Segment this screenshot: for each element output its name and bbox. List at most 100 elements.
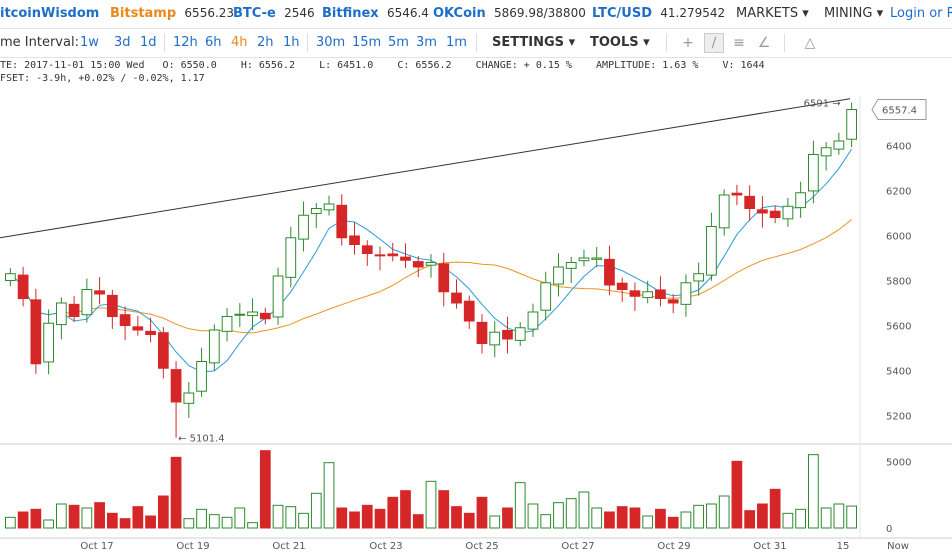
ticker-name: LTC/USD bbox=[592, 6, 652, 21]
candle-body bbox=[30, 299, 42, 365]
candle-body bbox=[693, 273, 705, 282]
candle-body bbox=[769, 210, 781, 218]
volume-bar bbox=[769, 488, 781, 529]
ticker-bitfinex[interactable]: Bitfinex 6546.4 bbox=[322, 6, 429, 21]
candle-body bbox=[502, 329, 513, 340]
y-tick-label: 5400 bbox=[886, 367, 911, 378]
candle-body bbox=[221, 316, 233, 332]
ticker-name: Bitstamp bbox=[110, 6, 177, 21]
mining-label: MINING bbox=[824, 6, 873, 21]
trendline-icon[interactable]: ∕ bbox=[704, 33, 724, 53]
x-tick-label: Oct 23 bbox=[369, 541, 402, 552]
interval-3m[interactable]: 3m bbox=[416, 35, 437, 50]
alert-bell-icon[interactable]: △ bbox=[804, 35, 816, 51]
candle-body bbox=[667, 299, 679, 304]
ticker-ltcusd[interactable]: LTC/USD 41.279542 bbox=[592, 6, 725, 21]
candle-body bbox=[323, 203, 335, 211]
candle-body bbox=[706, 226, 717, 276]
volume-bar bbox=[565, 498, 577, 529]
markets-label: MARKETS bbox=[736, 6, 799, 21]
volume-bar bbox=[247, 522, 258, 529]
volume-bar bbox=[5, 516, 16, 529]
interval-1w[interactable]: 1w bbox=[80, 35, 99, 50]
candle-body bbox=[106, 294, 118, 318]
volume-bar bbox=[234, 507, 246, 529]
volume-bar bbox=[808, 454, 819, 529]
candle-body bbox=[81, 289, 93, 316]
candle-body bbox=[183, 392, 195, 404]
interval-1m[interactable]: 1m bbox=[446, 35, 467, 50]
volume-bar bbox=[43, 519, 54, 529]
interval-6h[interactable]: 6h bbox=[205, 35, 222, 50]
axes: 6400 6200 6000 5800 5600 5400 5200 Oct 17 Oct 19… bbox=[80, 99, 927, 552]
interval-12h[interactable]: 12h bbox=[173, 35, 198, 50]
trendline bbox=[0, 98, 851, 239]
candle-body bbox=[451, 292, 462, 304]
interval-3d[interactable]: 3d bbox=[114, 35, 131, 50]
login-link[interactable]: Login or Re bbox=[890, 6, 952, 21]
horizontal-lines-icon[interactable]: ≡ bbox=[733, 35, 745, 51]
volume-bar bbox=[30, 508, 42, 529]
ticker-bitstamp[interactable]: Bitstamp 6556.23 bbox=[110, 6, 234, 21]
volume-bar bbox=[170, 456, 182, 529]
candle-body bbox=[795, 192, 807, 209]
volume-bar bbox=[706, 503, 717, 529]
volume-bar bbox=[17, 511, 29, 529]
volume-bar bbox=[438, 490, 450, 529]
volume-bar bbox=[591, 507, 603, 529]
candle-body bbox=[463, 300, 475, 322]
x-tick-label: Oct 17 bbox=[80, 541, 113, 552]
crosshair-icon[interactable]: + bbox=[682, 35, 694, 51]
ticker-name: OKCoin bbox=[433, 6, 486, 21]
tools-menu[interactable]: TOOLS ▾ bbox=[590, 35, 650, 50]
markets-menu[interactable]: MARKETS ▾ bbox=[736, 6, 809, 21]
candle-body bbox=[744, 195, 756, 210]
candle-body bbox=[846, 109, 857, 140]
low-annotation: ← 5101.4 bbox=[178, 434, 225, 445]
x-tick-label: 15 bbox=[837, 541, 850, 552]
candle-body bbox=[438, 263, 450, 293]
ticker-btce[interactable]: BTC-e 2546 bbox=[233, 6, 315, 21]
volume-bar bbox=[846, 505, 857, 529]
candle-body bbox=[616, 282, 628, 291]
interval-5m[interactable]: 5m bbox=[388, 35, 409, 50]
candle-body bbox=[310, 208, 322, 214]
candle-body bbox=[387, 253, 399, 257]
volume-bar bbox=[183, 518, 195, 529]
volume-bar bbox=[744, 510, 756, 529]
settings-menu[interactable]: SETTINGS ▾ bbox=[492, 35, 575, 50]
candle-body bbox=[170, 369, 182, 403]
volume-bar bbox=[693, 504, 705, 529]
interval-2h[interactable]: 2h bbox=[257, 35, 274, 50]
volume-bar bbox=[680, 511, 692, 529]
interval-1d[interactable]: 1d bbox=[140, 35, 157, 50]
candle-body bbox=[234, 313, 246, 316]
candle-body bbox=[94, 290, 105, 295]
volume-bar bbox=[527, 503, 539, 529]
candle-body bbox=[55, 302, 67, 326]
candle-body bbox=[412, 261, 424, 268]
candle-body bbox=[820, 147, 832, 157]
candle-body bbox=[655, 289, 666, 300]
volume-bar bbox=[540, 514, 552, 529]
volume-bar bbox=[667, 516, 679, 529]
interval-30m[interactable]: 30m bbox=[316, 35, 346, 50]
volume-bar bbox=[502, 507, 513, 529]
candle-body bbox=[757, 209, 768, 214]
candle-body bbox=[476, 321, 488, 345]
interval-4h[interactable]: 4h bbox=[231, 35, 248, 50]
volume-bar bbox=[833, 503, 845, 529]
ticker-okcoin[interactable]: OKCoin 5869.98/38800 bbox=[433, 6, 586, 21]
chevron-down-icon: ▾ bbox=[568, 35, 576, 50]
interval-1h[interactable]: 1h bbox=[283, 35, 300, 50]
divider bbox=[307, 34, 308, 52]
y-tick-label: 6000 bbox=[886, 232, 911, 243]
candle-body bbox=[578, 257, 590, 262]
interval-15m[interactable]: 15m bbox=[352, 35, 382, 50]
candle-body bbox=[808, 154, 819, 192]
offset-info: FSET: -3.9h, +0.02% / -0.02%, 1.17 bbox=[0, 73, 205, 84]
fib-fan-icon[interactable]: ∠ bbox=[757, 35, 771, 51]
mining-menu[interactable]: MINING ▾ bbox=[824, 6, 883, 21]
brand-logo[interactable]: itcoinWisdom bbox=[0, 6, 100, 21]
